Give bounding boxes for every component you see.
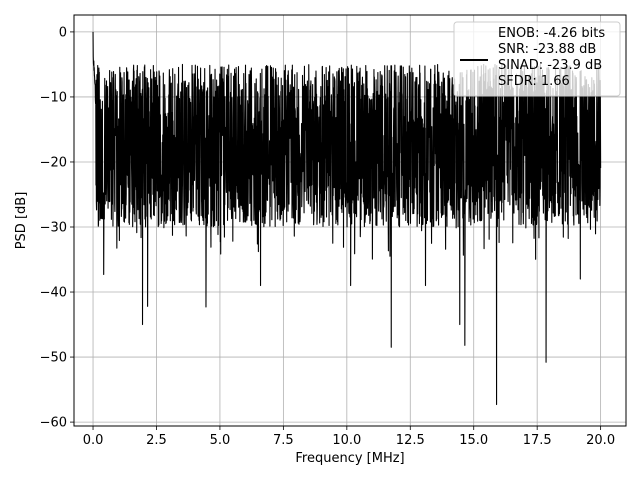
legend-entry-line: SNR: -23.88 dB [498,42,596,57]
legend-entry-label: ENOB: -4.26 bits SNR: -23.88 dB SINAD: -23… [498,26,605,89]
y-tick-label: −40 [40,286,67,301]
x-tick-label: 10.0 [332,433,361,448]
psd-series-line [92,31,602,406]
ticks: 0.0 2.5 5.0 7.5 10.0 12.5 15.0 17.5 20.0 0 −10 −20 −… [40,25,616,448]
y-tick-label: −30 [40,221,67,236]
plot-area-frame [73,14,627,427]
y-tick-label: −60 [40,416,67,431]
x-tick-label: 12.5 [396,433,425,448]
legend-box [453,21,621,97]
y-tick-label: 0 [59,25,67,40]
x-tick-label: 15.0 [459,433,488,448]
legend-entry-line: ENOB: -4.26 bits [498,26,605,41]
legend-entry-line: SFDR: 1.66 [498,74,570,89]
x-tick-label: 17.5 [523,433,552,448]
x-axis-label: Frequency [MHz] [295,451,404,466]
x-tick-label: 2.5 [146,433,167,448]
x-tick-label: 0.0 [83,433,104,448]
y-axis-label: PSD [dB] [14,192,29,250]
y-tick-label: −50 [40,351,67,366]
series-layer [92,31,602,406]
legend: ENOB: -4.26 bits SNR: -23.88 dB SINAD: -23… [453,21,621,97]
y-tick-label: −20 [40,155,67,170]
x-tick-label: 20.0 [586,433,615,448]
y-tick-label: −10 [40,90,67,105]
x-tick-label: 5.0 [210,433,231,448]
legend-entry-line: SINAD: -23.9 dB [498,58,602,73]
x-tick-label: 7.5 [273,433,294,448]
